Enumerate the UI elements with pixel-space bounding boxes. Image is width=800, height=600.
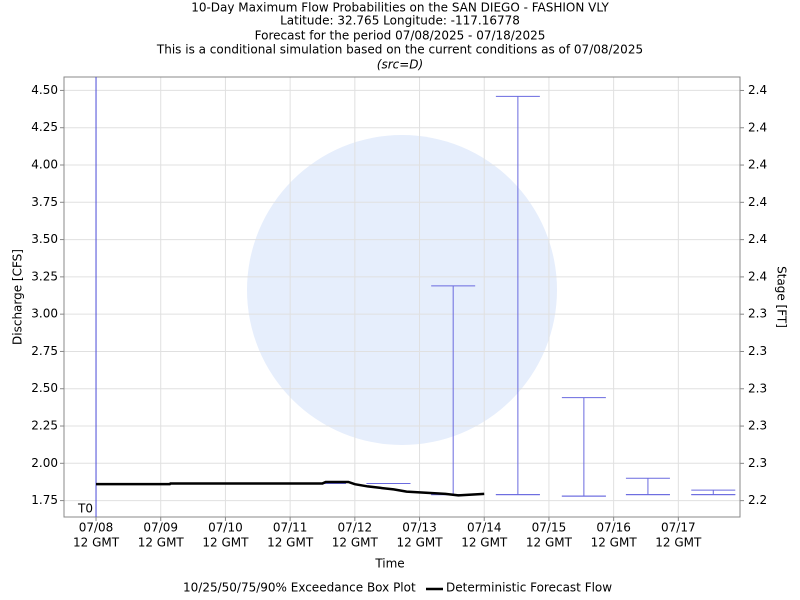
y2-tick-label: 2.4: [748, 195, 767, 209]
x-tick-label: 12 GMT: [591, 536, 638, 550]
watermark: [247, 135, 557, 445]
x-tick-label: 07/08: [79, 521, 114, 535]
x-tick-label: 07/16: [596, 521, 631, 535]
legend-label: 10/25/50/75/90% Exceedance Box Plot: [183, 581, 416, 595]
y2-tick-label: 2.4: [748, 120, 767, 134]
y-tick-label: 3.00: [31, 307, 58, 321]
y-tick-label: 1.75: [31, 493, 58, 507]
y-tick-label: 2.25: [31, 419, 58, 433]
t0-label: T0: [77, 502, 93, 516]
plot-frame: [63, 76, 741, 518]
y-tick-label: 2.50: [31, 381, 58, 395]
forecast-line: [96, 480, 485, 497]
x-tick-label: 12 GMT: [461, 536, 508, 550]
y2-tick-label: 2.4: [748, 232, 767, 246]
y-tick-label: 3.50: [31, 232, 58, 246]
y2-tick-label: 2.4: [748, 269, 767, 283]
x-tick-label: 12 GMT: [202, 536, 249, 550]
y-tick-label: 2.75: [31, 344, 58, 358]
y2-tick-label: 2.3: [748, 456, 767, 470]
y2-tick-label: 2.3: [748, 344, 767, 358]
y-tick-label: 3.75: [31, 195, 58, 209]
y-tick-label: 4.00: [31, 158, 58, 172]
x-tick-label: 12 GMT: [332, 536, 379, 550]
legend-label: Deterministic Forecast Flow: [446, 581, 612, 595]
y-tick-label: 4.50: [31, 83, 58, 97]
y-axis-label: Discharge [CFS]: [11, 249, 25, 345]
x-tick-label: 07/12: [338, 521, 373, 535]
y-tick-label: 4.25: [31, 120, 58, 134]
y2-axis-label: Stage [FT]: [775, 266, 789, 328]
title-line: Forecast for the period 07/08/2025 - 07/…: [255, 29, 546, 43]
y2-tick-label: 2.3: [748, 381, 767, 395]
y-tick-label: 2.00: [31, 456, 58, 470]
x-axis-label: Time: [374, 557, 404, 571]
x-tick-label: 12 GMT: [396, 536, 443, 550]
y2-tick-label: 2.4: [748, 83, 767, 97]
x-tick-label: 12 GMT: [138, 536, 185, 550]
title-line: 10-Day Maximum Flow Probabilities on the…: [191, 1, 609, 15]
y2-tick-label: 2.3: [748, 419, 767, 433]
x-tick-label: 07/14: [467, 521, 502, 535]
x-tick-label: 12 GMT: [655, 536, 702, 550]
x-tick-label: 12 GMT: [267, 536, 314, 550]
x-tick-label: 12 GMT: [526, 536, 573, 550]
x-tick-label: 07/10: [208, 521, 243, 535]
y2-tick-label: 2.4: [748, 158, 767, 172]
x-tick-label: 07/11: [273, 521, 308, 535]
x-tick-label: 07/13: [402, 521, 437, 535]
title-line: Latitude: 32.765 Longitude: -117.16778: [280, 14, 520, 28]
y2-tick-label: 2.3: [748, 307, 767, 321]
x-tick-label: 07/17: [661, 521, 696, 535]
x-tick-label: 07/15: [532, 521, 567, 535]
y2-tick-label: 2.2: [748, 493, 767, 507]
title-line: This is a conditional simulation based o…: [156, 43, 643, 57]
y-tick-label: 3.25: [31, 269, 58, 283]
subtitle: (src=D): [377, 58, 423, 72]
x-tick-label: 07/09: [143, 521, 178, 535]
x-tick-label: 12 GMT: [73, 536, 120, 550]
